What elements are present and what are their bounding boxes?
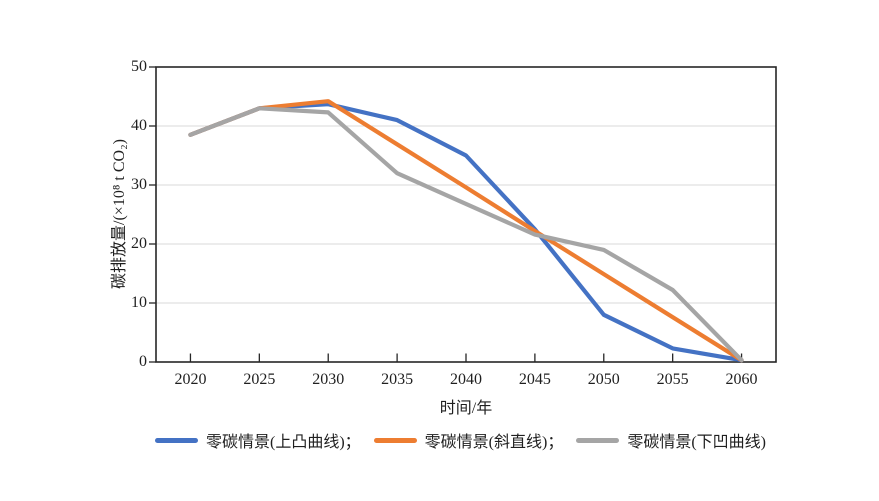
x-tick-label-2030: 2030 [312, 371, 345, 388]
y-tick-label-30: 30 [131, 176, 147, 193]
legend-item-straight: 零碳情景(斜直线)； [373, 428, 564, 452]
x-tick-label-2025: 2025 [243, 371, 276, 388]
y-tick-label-40: 40 [131, 117, 147, 134]
y-tick-label-0: 0 [139, 353, 147, 370]
x-tick-label-2020: 2020 [174, 371, 207, 388]
y-tick-label-50: 50 [131, 58, 147, 75]
x-tick-label-2045: 2045 [518, 371, 551, 388]
legend-label-concave: 零碳情景(下凹曲线) [627, 434, 767, 451]
series-line-convex [188, 102, 744, 363]
legend-item-concave: 零碳情景(下凹曲线) [576, 428, 766, 452]
x-tick-label-2035: 2035 [381, 371, 414, 388]
x-tick-label-2055: 2055 [656, 371, 689, 388]
legend-label-straight: 零碳情景(斜直线)； [424, 434, 564, 451]
legend-swatch-straight [373, 437, 417, 443]
legend: 零碳情景(上凸曲线)； 零碳情景(斜直线)； 零碳情景(下凹曲线) [155, 428, 766, 452]
x-tick-label-2050: 2050 [587, 371, 620, 388]
legend-swatch-convex [155, 437, 198, 443]
series-line-straight [188, 99, 744, 363]
legend-item-convex: 零碳情景(上凸曲线)； [155, 428, 361, 452]
x-axis-title: 时间/年 [439, 400, 493, 417]
y-tick-label-20: 20 [131, 235, 147, 252]
x-tick-label-2040: 2040 [450, 371, 482, 388]
series-line-concave [188, 106, 744, 363]
x-tick-label-2060: 2060 [725, 371, 758, 388]
legend-swatch-concave [576, 437, 620, 443]
legend-label-convex: 零碳情景(上凸曲线)； [206, 434, 361, 451]
y-axis-title: 碳排放量/(×10⁸ t CO₂) [111, 139, 128, 289]
y-tick-label-10: 10 [131, 294, 147, 311]
